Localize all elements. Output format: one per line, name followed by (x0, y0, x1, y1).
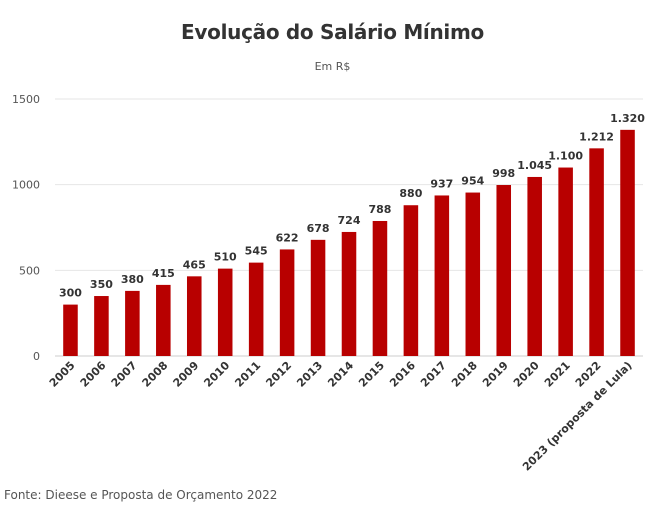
bar (403, 205, 419, 356)
bar (558, 167, 573, 356)
data-label: 1.100 (548, 150, 583, 163)
data-label: 954 (461, 175, 484, 188)
x-tick-label: 2012 (263, 359, 294, 390)
bar (217, 268, 233, 356)
data-label: 545 (245, 245, 268, 258)
y-tick-label: 1000 (12, 179, 40, 192)
x-tick-label: 2019 (480, 359, 511, 390)
bar (496, 185, 512, 356)
y-tick-label: 0 (33, 350, 40, 363)
data-label: 1.045 (517, 159, 552, 172)
bar (248, 262, 264, 356)
data-label: 1.212 (579, 130, 614, 143)
x-tick-label: 2013 (294, 359, 325, 390)
bar (156, 284, 171, 356)
data-label: 380 (121, 273, 144, 286)
data-label: 415 (152, 267, 175, 280)
bar (279, 249, 295, 356)
bar (372, 220, 388, 356)
bar (434, 195, 450, 356)
x-tick-label: 2016 (387, 359, 418, 390)
x-tick-label: 2006 (78, 359, 109, 390)
x-tick-label: 2009 (171, 359, 202, 390)
data-label: 724 (338, 214, 361, 227)
data-label: 880 (399, 187, 422, 200)
bar (527, 176, 542, 356)
bar (341, 231, 357, 356)
x-tick-label: 2015 (356, 359, 387, 390)
x-tick-label: 2018 (449, 359, 480, 390)
x-tick-label: 2017 (418, 359, 449, 390)
data-label: 300 (59, 287, 82, 300)
x-tick-label: 2011 (232, 359, 263, 390)
x-tick-label: 2021 (542, 359, 573, 390)
y-tick-label: 1500 (12, 93, 40, 106)
chart-title: Evolução do Salário Mínimo (181, 20, 484, 44)
y-tick-label: 500 (19, 264, 40, 277)
x-tick-label: 2020 (511, 359, 542, 390)
bar (620, 129, 635, 356)
bar (94, 296, 109, 356)
data-label: 678 (307, 222, 330, 235)
data-label: 510 (214, 251, 237, 264)
data-label: 1.320 (610, 112, 645, 125)
data-label: 465 (183, 258, 206, 271)
data-label: 998 (492, 167, 515, 180)
x-tick-label: 2007 (109, 359, 140, 390)
bar (310, 239, 326, 356)
bar (589, 148, 604, 356)
bar (125, 290, 140, 356)
data-label: 622 (276, 231, 299, 244)
bar (63, 304, 78, 356)
data-label: 788 (368, 203, 391, 216)
x-tick-label: 2008 (140, 359, 171, 390)
x-tick-label: 2005 (47, 359, 78, 390)
x-tick-label: 2010 (201, 359, 232, 390)
bar (186, 276, 202, 356)
bar (465, 192, 481, 356)
x-tick-label: 2014 (325, 359, 356, 390)
chart-subtitle: Em R$ (314, 60, 351, 73)
source-note: Fonte: Dieese e Proposta de Orçamento 20… (4, 488, 278, 502)
data-label: 350 (90, 278, 113, 291)
data-label: 937 (430, 177, 453, 190)
